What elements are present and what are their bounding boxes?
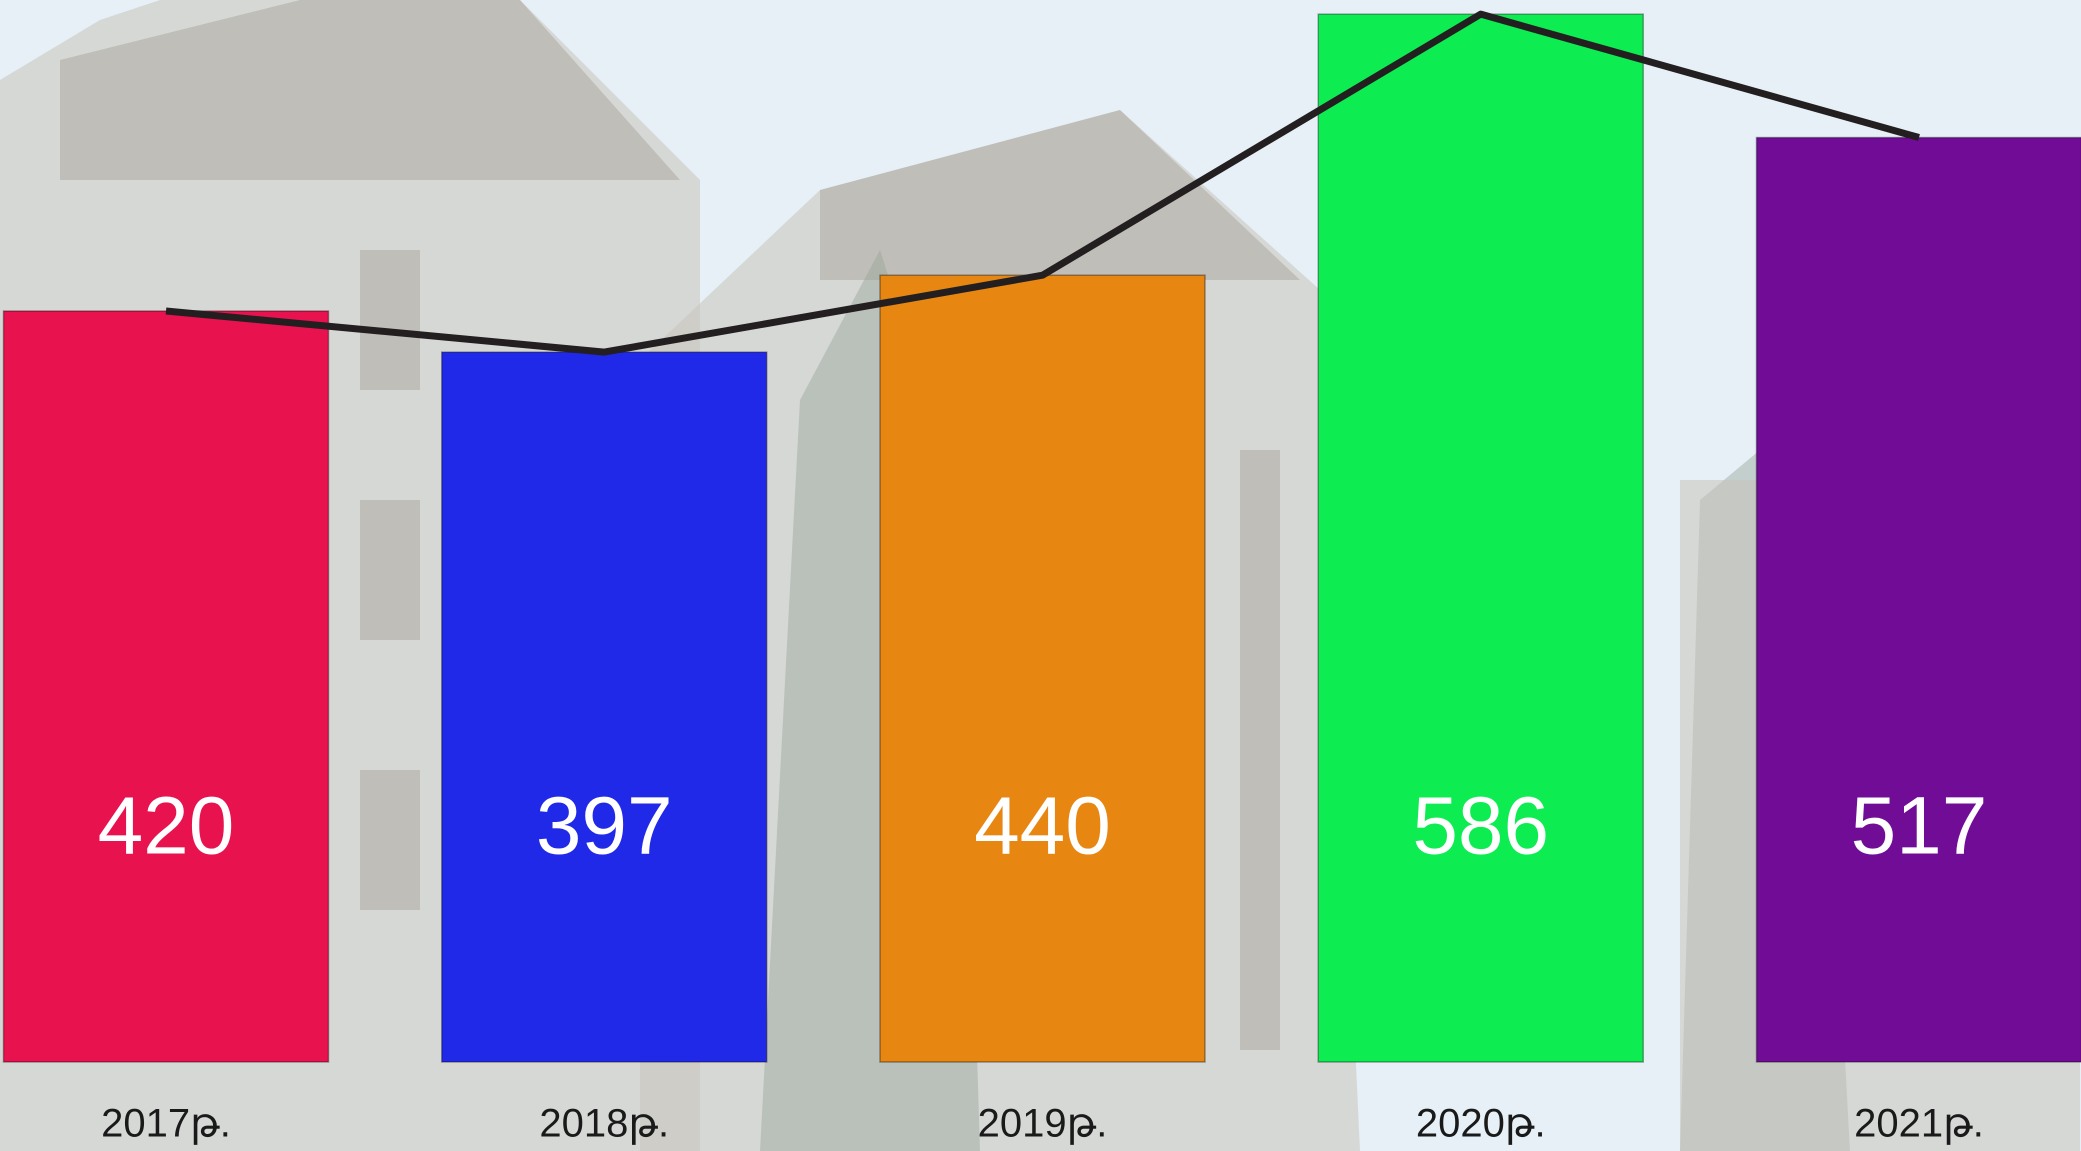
bar (1317, 13, 1644, 1063)
bar (2, 310, 330, 1063)
value-label: 420 (98, 781, 235, 872)
x-tick-label: 2020թ. (1416, 1102, 1546, 1146)
x-tick-label: 2017թ. (101, 1102, 231, 1146)
value-label: 586 (1412, 781, 1549, 872)
bar (441, 351, 768, 1063)
bar (879, 274, 1206, 1063)
x-tick-label: 2019թ. (978, 1102, 1108, 1146)
value-label: 517 (1851, 781, 1988, 872)
x-tick-label: 2021թ. (1854, 1102, 1984, 1146)
value-label: 440 (974, 781, 1111, 872)
x-tick-label: 2018թ. (539, 1102, 669, 1146)
trend-line (165, 10, 1920, 356)
value-label: 397 (536, 781, 673, 872)
bar (1755, 136, 2081, 1063)
